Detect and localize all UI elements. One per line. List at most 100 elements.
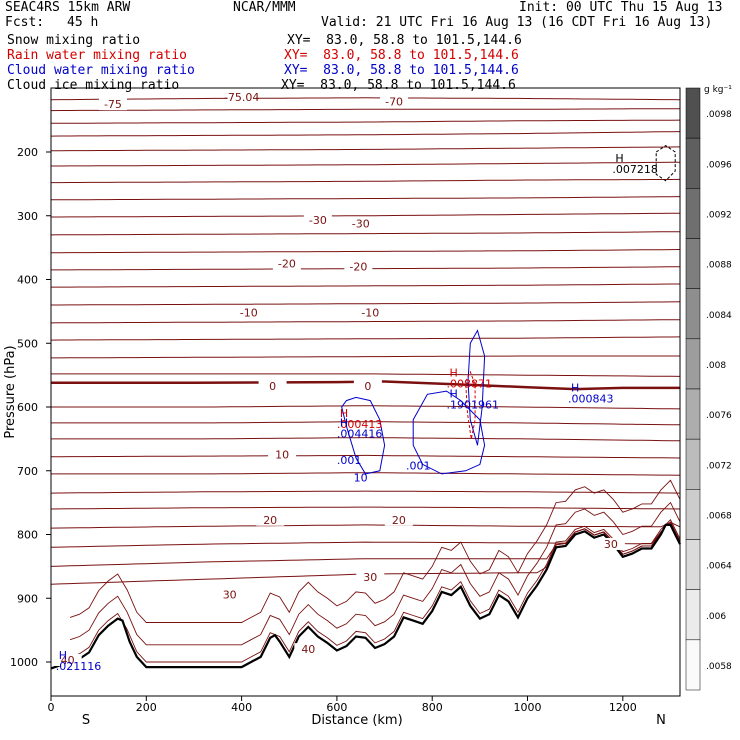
y-tick-label: 1000 xyxy=(10,656,38,669)
x-tick-label: 200 xyxy=(136,701,157,714)
hydrometeor-outline xyxy=(341,396,386,475)
max-marker-value: .008871 xyxy=(447,378,493,391)
colorbar-segment xyxy=(685,539,701,590)
colorbar-segment xyxy=(685,238,701,289)
colorbar-tick-label: .0058 xyxy=(706,662,732,672)
right-endpoint-label: N xyxy=(656,713,666,728)
colorbar-segment xyxy=(685,188,701,239)
terrain-layer xyxy=(50,523,681,696)
label-background xyxy=(384,513,413,526)
x-tick-label: 0 xyxy=(48,701,55,714)
max-marker-symbol: H xyxy=(615,152,623,165)
field-name-rain: Rain water mixing ratio xyxy=(7,48,188,63)
isotherm xyxy=(50,319,680,324)
max-marker-symbol: H xyxy=(571,381,579,394)
hydrometeor-outline xyxy=(465,370,476,439)
label-background xyxy=(380,95,409,108)
label-background xyxy=(98,98,127,111)
y-tick-label: 600 xyxy=(17,401,38,414)
label-background xyxy=(356,306,385,319)
isotherm-label: -75.04 xyxy=(224,91,259,104)
isotherm-label: 40 xyxy=(301,643,315,656)
organization-label: NCAR/MMM xyxy=(233,0,296,15)
isotherm-label: 0 xyxy=(364,380,371,393)
y-tick-label: 900 xyxy=(17,592,38,605)
colorbar-tick-label: .0072 xyxy=(706,461,732,471)
colorbar: .0098 .0096 .0092 .0088 .0084 .008 .0076 .0072.… xyxy=(685,87,732,691)
field-name-snow: Snow mixing ratio xyxy=(7,33,141,48)
max-marker-symbol: H xyxy=(340,416,348,429)
isotherm-label: -30 xyxy=(309,214,327,227)
max-marker-symbol: H xyxy=(450,367,458,380)
max-marker-value: 10 xyxy=(354,471,368,484)
isotherm-label: 20 xyxy=(263,514,277,527)
colorbar-tick-label: .0096 xyxy=(706,160,732,170)
isotherm xyxy=(50,108,680,112)
hydrometeor-outline xyxy=(467,329,486,446)
y-tick-label: 200 xyxy=(17,146,38,159)
y-tick-label: 500 xyxy=(17,337,38,350)
isotherm xyxy=(51,472,681,476)
colorbar-tick-label: .008 xyxy=(706,361,726,371)
max-marker-symbol: H xyxy=(59,649,67,662)
isotherm xyxy=(50,506,681,510)
isotherm-label: 20 xyxy=(392,514,406,527)
label-background xyxy=(258,379,287,392)
isotherm xyxy=(51,283,680,288)
isotherm xyxy=(51,421,681,426)
isotherm-label: -10 xyxy=(361,307,379,320)
isotherm-label: -20 xyxy=(349,261,367,274)
field-xy-cloud-ice: XY= 83.0, 58.8 to 101.5,144.6 xyxy=(281,78,516,93)
label-background xyxy=(227,91,256,104)
label-background xyxy=(234,306,263,319)
isotherm xyxy=(51,373,681,377)
colorbar-segment xyxy=(685,589,701,641)
isotherm xyxy=(51,196,681,201)
max-marker-symbol: H xyxy=(450,388,458,401)
colorbar-segment xyxy=(685,438,701,490)
label-background xyxy=(294,643,323,656)
colorbar-segment xyxy=(685,288,701,340)
isotherm xyxy=(51,178,681,184)
isotherm-label: 0 xyxy=(269,380,276,393)
colorbar-segment xyxy=(685,87,701,139)
x-tick-label: 600 xyxy=(326,701,347,714)
plot-frame xyxy=(50,87,681,697)
isotherm-label: -70 xyxy=(385,96,403,109)
field-name-cloud-ice: Cloud ice mixing ratio xyxy=(7,78,180,93)
x-tick-label: 400 xyxy=(231,701,252,714)
label-background xyxy=(53,654,82,666)
y-tick-label: 800 xyxy=(17,529,38,542)
colorbar-tick-label: .0064 xyxy=(706,562,732,572)
y-tick-label: 300 xyxy=(17,210,38,223)
label-background xyxy=(344,260,373,273)
isotherm xyxy=(51,249,681,254)
label-background xyxy=(596,537,625,550)
y-axis-label: Pressure (hPa) xyxy=(3,345,18,438)
max-marker-value: .001 xyxy=(406,459,431,472)
contour-labels: -75 -75.04 -70 -30 -30 -20 -20 -10 -10 0 0 10 20 20 30… xyxy=(53,91,625,667)
x-tick-label: 1200 xyxy=(609,701,637,714)
isotherm-label: 30 xyxy=(363,571,377,584)
isotherm xyxy=(51,437,681,442)
isotherm-label: 40 xyxy=(61,654,75,667)
colorbar-segment xyxy=(685,489,701,540)
isotherm xyxy=(50,521,681,529)
isotherm xyxy=(50,231,681,236)
isotherm xyxy=(51,355,680,359)
forecast-hour-label: Fcst: xyxy=(5,15,45,30)
isotherm xyxy=(50,131,681,137)
model-title: SEAC4RS 15km ARW xyxy=(5,0,131,15)
max-marker-value: .1901961 xyxy=(447,399,500,412)
field-xy-snow: XY= 83.0, 58.8 to 101.5,144.6 xyxy=(287,33,522,48)
isotherm xyxy=(51,119,681,124)
field-xy-rain: XY= 83.0, 58.8 to 101.5,144.6 xyxy=(284,48,519,63)
cloud-water-contours xyxy=(341,144,676,475)
isotherm xyxy=(51,454,681,459)
isotherm-label: 30 xyxy=(223,588,237,601)
label-background xyxy=(268,448,297,461)
boundary-layer-contour xyxy=(69,519,681,663)
isotherm-label: -10 xyxy=(240,307,258,320)
forecast-hour-value: 45 h xyxy=(67,15,99,30)
colorbar-segment xyxy=(685,639,701,691)
